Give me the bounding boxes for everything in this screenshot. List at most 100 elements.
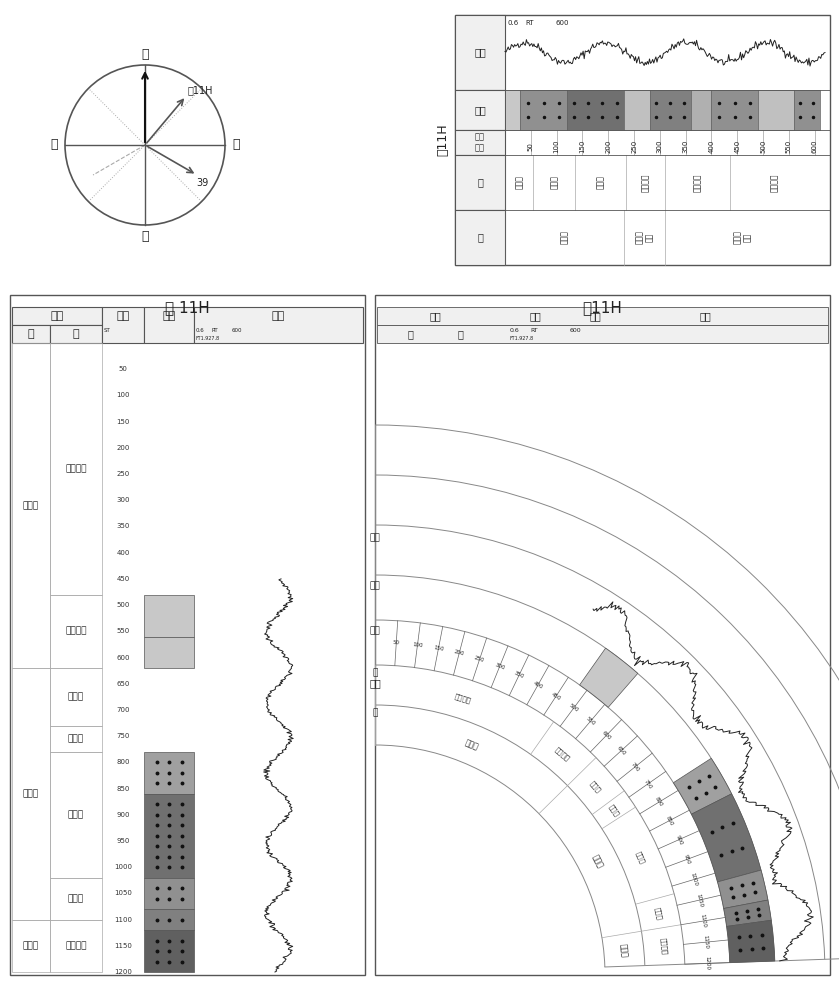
Text: 1100: 1100 [700,914,706,928]
Bar [505,90,520,130]
Bar [455,155,505,210]
Bar [144,752,194,794]
Text: 600: 600 [232,328,242,333]
Bar [455,210,505,265]
Bar [455,15,830,265]
Bar [711,90,758,130]
Bar [758,90,794,130]
Text: 900: 900 [675,834,683,846]
Text: 韩家店组: 韩家店组 [65,941,86,950]
Text: 韩家店组: 韩家店组 [659,938,668,955]
Text: 400: 400 [532,680,544,690]
Text: 0.6: 0.6 [196,328,205,333]
Text: 150: 150 [117,419,130,425]
Text: 志留系
下统: 志留系 下统 [732,231,752,244]
Text: 150: 150 [580,140,586,153]
Text: 750: 750 [643,779,653,790]
Text: 700: 700 [117,707,130,713]
Text: 曲线: 曲线 [370,534,380,542]
Text: 39: 39 [195,178,208,188]
Text: 西11H: 西11H [436,124,450,156]
Text: 800: 800 [117,759,130,765]
Bar [377,325,828,343]
Text: 茅口组: 茅口组 [634,850,645,864]
Text: 100: 100 [117,392,130,398]
Text: 曲线: 曲线 [474,47,486,57]
Text: 三叠系: 三叠系 [463,738,480,751]
Text: 550: 550 [786,140,792,153]
Bar [50,668,102,726]
Text: 1000: 1000 [689,872,698,887]
Bar [455,90,505,130]
Text: 二叠系: 二叠系 [591,854,605,870]
Text: 志留系: 志留系 [618,943,629,958]
Text: 深度: 深度 [529,311,541,321]
Text: 组: 组 [457,329,463,339]
Text: 地层: 地层 [50,311,64,321]
Text: 1200: 1200 [114,969,132,975]
Text: 茅口组: 茅口组 [68,810,84,819]
Text: 850: 850 [117,786,130,792]
Polygon shape [717,870,768,908]
Text: 系: 系 [373,708,378,718]
Text: 600: 600 [117,654,130,660]
Bar [520,90,567,130]
Text: 100: 100 [412,642,423,648]
Text: 50: 50 [118,366,128,372]
Text: 北: 北 [141,47,149,60]
Text: 50: 50 [393,640,400,646]
Bar [50,920,102,972]
Bar [144,930,194,972]
Text: 系: 系 [407,329,413,339]
Text: RT: RT [530,328,538,332]
Bar [50,726,102,752]
Text: 200: 200 [605,140,612,153]
Text: 250: 250 [117,471,129,477]
Bar [12,920,50,972]
Text: 志留系
上统: 志留系 上统 [634,231,654,244]
Text: 150: 150 [433,645,444,652]
Text: 西 11H: 西 11H [165,300,210,316]
Text: 韩家店组: 韩家店组 [641,173,650,192]
Text: 750: 750 [117,733,130,739]
Text: RT: RT [212,328,219,333]
Text: 700: 700 [629,762,640,773]
Text: 二叠系: 二叠系 [23,789,39,798]
Text: 600: 600 [570,328,581,332]
Text: 二叠系: 二叠系 [560,231,569,244]
Text: 600: 600 [555,20,569,26]
Text: 三叠系: 三叠系 [23,501,39,510]
Text: 500: 500 [117,602,130,608]
Text: 岩性: 岩性 [474,105,486,115]
Polygon shape [580,648,638,707]
Text: FT1.927.8: FT1.927.8 [196,336,220,341]
Text: 250: 250 [631,140,637,153]
Text: 300: 300 [494,662,505,671]
Bar [102,307,144,343]
Bar [10,295,365,975]
Text: RT: RT [525,20,534,26]
Text: 350: 350 [513,671,525,680]
Bar [455,130,505,155]
Bar [50,343,102,595]
Text: 800: 800 [654,796,664,808]
Text: 1050: 1050 [114,890,132,896]
Text: 井段
深度: 井段 深度 [475,133,485,152]
Text: 650: 650 [616,746,626,757]
Text: 组: 组 [73,329,80,339]
Text: 550: 550 [117,628,129,634]
Text: 350: 350 [683,140,689,153]
Text: 长兴组: 长兴组 [68,692,84,701]
Text: 岩性: 岩性 [589,311,601,321]
Text: 1200: 1200 [705,956,710,970]
Bar [12,325,50,343]
Bar [375,295,830,975]
Bar [690,90,711,130]
Bar [649,90,690,130]
Text: 600: 600 [811,139,818,153]
Text: ST: ST [104,328,111,333]
Text: 嘉陵江组: 嘉陵江组 [65,464,86,473]
Bar [144,878,194,909]
Text: 组: 组 [373,668,378,678]
Text: 岩性: 岩性 [163,311,175,321]
